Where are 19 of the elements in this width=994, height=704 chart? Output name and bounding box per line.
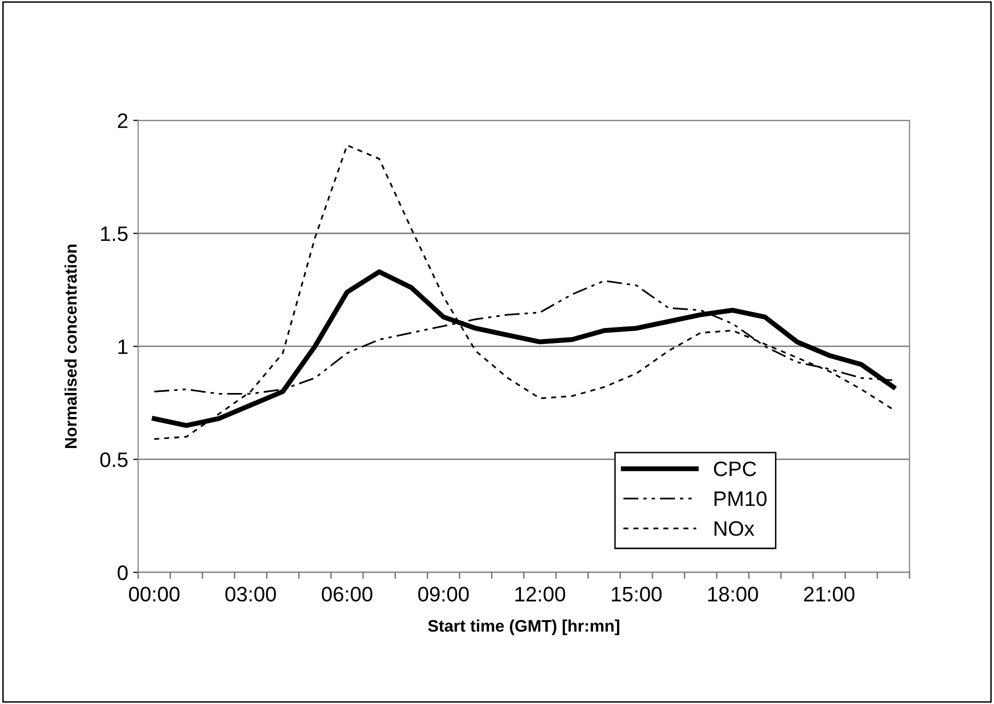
legend-label: CPC <box>714 462 756 476</box>
x-tick-label: 06:00 <box>322 586 372 602</box>
x-tick-label: 12:00 <box>515 586 566 602</box>
x-axis-title: Start time (GMT) [hr:mn] <box>428 620 620 636</box>
x-tick-label: 21:00 <box>804 586 854 602</box>
line-series <box>153 144 894 440</box>
legend-label: PM10 <box>714 491 767 506</box>
x-tick-label: 15:00 <box>612 586 662 602</box>
legend-label: NOx <box>714 521 754 536</box>
x-tick-label: 00:00 <box>128 586 180 602</box>
y-tick-label: 1.5 <box>101 226 128 242</box>
x-tick-label: 09:00 <box>418 586 469 602</box>
x-tick-label: 18:00 <box>708 586 758 602</box>
y-axis-title: Normalised concentration <box>64 244 77 448</box>
x-tick-label: 03:00 <box>225 586 276 602</box>
y-tick-label: 2 <box>118 113 128 128</box>
y-tick-label: 1 <box>118 340 128 354</box>
y-tick-label: 0.5 <box>100 452 128 468</box>
y-tick-label: 0 <box>118 565 128 580</box>
